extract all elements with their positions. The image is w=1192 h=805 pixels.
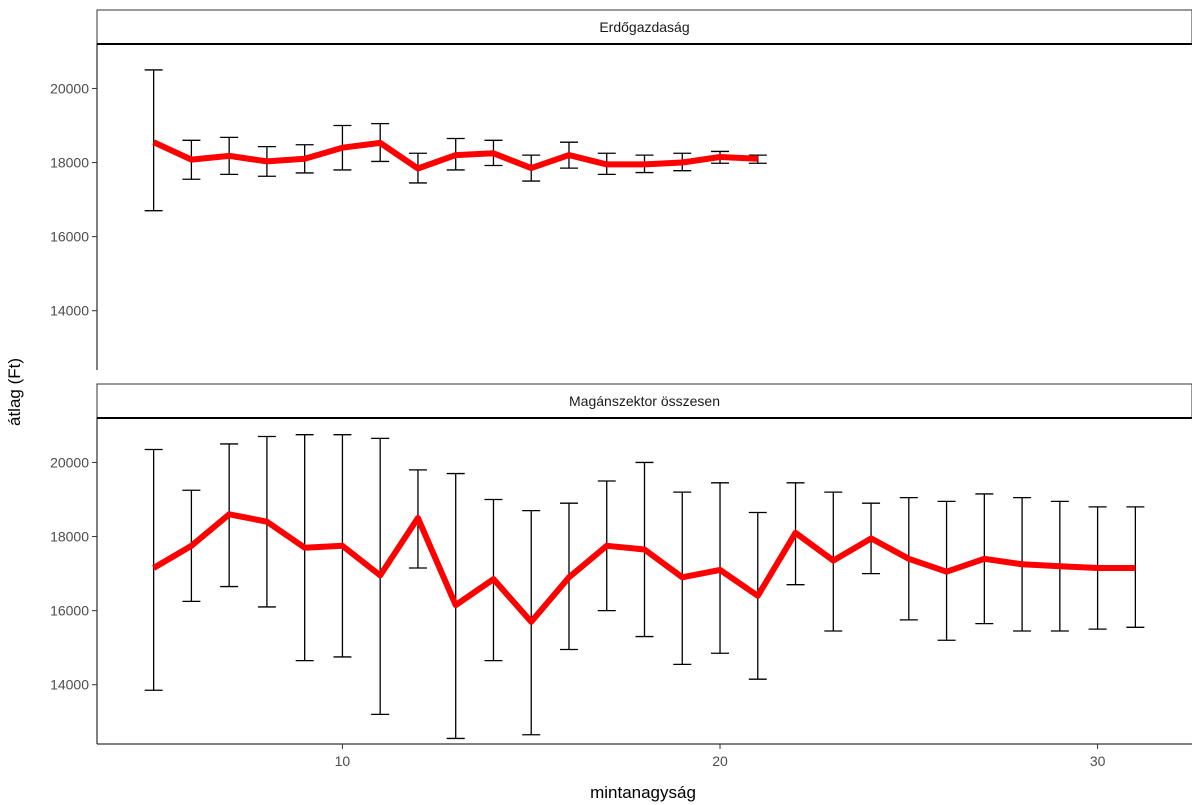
panels-group: Erdőgazdaság14000160001800020000Magánsze… [50,9,1192,745]
x-axis: 10 20 30 [335,744,1106,769]
y-tick-label: 20000 [50,80,89,96]
y-tick-label: 16000 [50,603,89,619]
series-line [152,139,758,172]
series-line [152,511,1136,625]
y-tick-label: 18000 [50,155,89,171]
y-tick-label: 14000 [50,303,89,319]
x-axis-title: mintanagyság [590,783,696,802]
panel-strip [96,383,1192,419]
series-1 [144,434,1145,740]
panel-title: Magánszektor összesen [569,393,720,409]
y-tick-label: 16000 [50,229,89,245]
panel-2: Magánszektor összesen 14000 16000 18000 2000… [50,383,1192,745]
error-bar [144,69,163,212]
y-tick-label: 14000 [50,677,89,693]
x-tick-label: 10 [335,753,351,769]
y-tick-label: 20000 [50,454,89,470]
y-axis-title: átlag (Ft) [5,358,24,426]
x-tick-label: 30 [1090,753,1106,769]
panel-strip [96,9,1192,45]
series-1 [144,69,767,212]
panel-1: Erdőgazdaság 14000 16000 18000 20000 [50,9,1192,370]
x-tick-label: 20 [712,753,728,769]
y-tick-label: 18000 [50,529,89,545]
error-bar [144,448,163,691]
panel-title: Erdőgazdaság [599,19,689,35]
